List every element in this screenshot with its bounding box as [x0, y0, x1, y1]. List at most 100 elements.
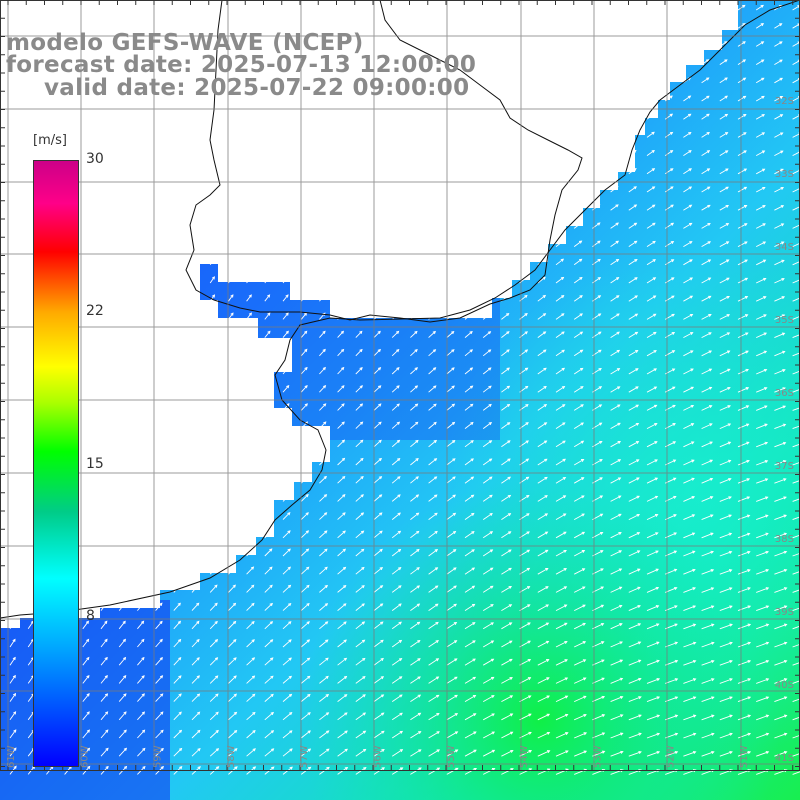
wind-arrow	[319, 748, 330, 757]
wind-arrow	[701, 550, 714, 557]
wind-arrow	[646, 168, 656, 175]
wind-arrow	[228, 657, 237, 666]
wind-arrow	[410, 731, 422, 739]
wind-arrow	[246, 657, 256, 666]
wind-arrow	[646, 368, 658, 375]
wind-arrow	[737, 41, 746, 47]
wind-arrow	[683, 259, 693, 266]
wind-arrow	[701, 150, 711, 156]
wind-arrow	[719, 441, 732, 448]
wind-arrow	[683, 277, 694, 284]
wind-arrow	[792, 642, 800, 648]
wind-arrow	[264, 548, 273, 557]
wind-arrow	[701, 678, 715, 684]
wind-arrow	[391, 639, 403, 648]
wind-arrow	[373, 712, 385, 721]
wind-arrow	[482, 403, 492, 411]
wind-arrow	[755, 223, 766, 229]
wind-arrow	[373, 621, 384, 630]
wind-arrow	[573, 367, 584, 375]
wind-arrow	[319, 330, 326, 338]
wind-arrow	[246, 620, 255, 630]
wind-arrow	[683, 222, 693, 229]
wind-arrow	[337, 475, 346, 484]
wind-arrow	[628, 331, 639, 338]
wind-arrow	[355, 639, 366, 648]
wind-arrow	[683, 459, 695, 466]
wind-arrow	[646, 514, 659, 521]
wind-arrow	[683, 641, 697, 648]
wind-arrow	[464, 731, 477, 739]
wind-arrow	[373, 530, 383, 539]
wind-arrow	[664, 186, 674, 193]
wind-arrow	[537, 677, 550, 684]
wind-arrow	[373, 512, 383, 520]
wind-arrow	[391, 348, 400, 357]
wind-arrow	[446, 676, 458, 684]
wind-arrow	[537, 731, 551, 739]
wind-arrow	[737, 732, 752, 739]
wind-arrow	[610, 404, 621, 411]
wind-arrow	[319, 548, 328, 557]
wind-arrow	[537, 367, 547, 375]
colorbar-tick-8: 8	[86, 608, 95, 624]
wind-arrow	[246, 566, 255, 575]
wind-arrow	[628, 623, 642, 630]
wind-arrow	[482, 458, 493, 466]
wind-arrow	[737, 587, 751, 593]
wind-arrow	[482, 713, 495, 721]
wind-arrow	[756, 441, 769, 448]
wind-arrow	[719, 696, 733, 703]
wind-arrow	[410, 494, 420, 502]
wind-arrow	[464, 695, 477, 702]
wind-arrow	[319, 657, 329, 666]
wind-arrow	[9, 729, 17, 739]
wind-arrow	[355, 457, 364, 466]
wind-arrow	[701, 659, 715, 666]
wind-arrow	[137, 747, 146, 757]
wind-arrow	[719, 496, 732, 502]
wind-arrow	[646, 350, 657, 357]
wind-arrow	[701, 95, 710, 102]
wind-arrow	[683, 623, 697, 630]
wind-arrow	[701, 314, 712, 320]
wind-arrow	[282, 657, 292, 666]
wind-arrow	[300, 566, 310, 575]
wind-arrow	[282, 512, 291, 520]
wind-arrow	[337, 530, 346, 539]
wind-arrow	[719, 732, 733, 739]
wind-arrow	[737, 77, 747, 84]
wind-arrow	[719, 150, 729, 156]
wind-arrow	[319, 694, 330, 702]
wind-arrow	[701, 568, 715, 575]
wind-arrow	[410, 476, 419, 484]
wind-arrow	[355, 403, 364, 411]
wind-arrow	[446, 694, 458, 702]
wind-arrow	[701, 532, 714, 539]
wind-arrow	[719, 59, 728, 65]
wind-arrow	[464, 476, 475, 484]
wind-arrow	[319, 530, 328, 539]
wind-arrow	[792, 223, 800, 229]
wind-arrow	[501, 331, 510, 338]
wind-arrow	[319, 603, 329, 611]
wind-arrow	[555, 732, 569, 739]
wind-arrow	[355, 475, 364, 484]
wind-arrow	[391, 512, 401, 520]
wind-arrow	[428, 367, 437, 375]
wind-arrow	[701, 441, 713, 448]
wind-arrow	[100, 674, 108, 684]
wind-arrow	[428, 385, 437, 393]
wind-arrow	[82, 674, 90, 684]
wind-arrow	[573, 276, 583, 284]
wind-arrow	[428, 512, 438, 520]
wind-arrow	[701, 623, 715, 630]
wind-arrow	[300, 512, 309, 520]
wind-arrow	[701, 168, 711, 175]
wind-arrow	[737, 641, 752, 648]
wind-arrow	[646, 477, 659, 484]
wind-arrow	[446, 349, 455, 357]
wind-arrow	[574, 695, 587, 703]
wind-arrow	[719, 569, 733, 575]
